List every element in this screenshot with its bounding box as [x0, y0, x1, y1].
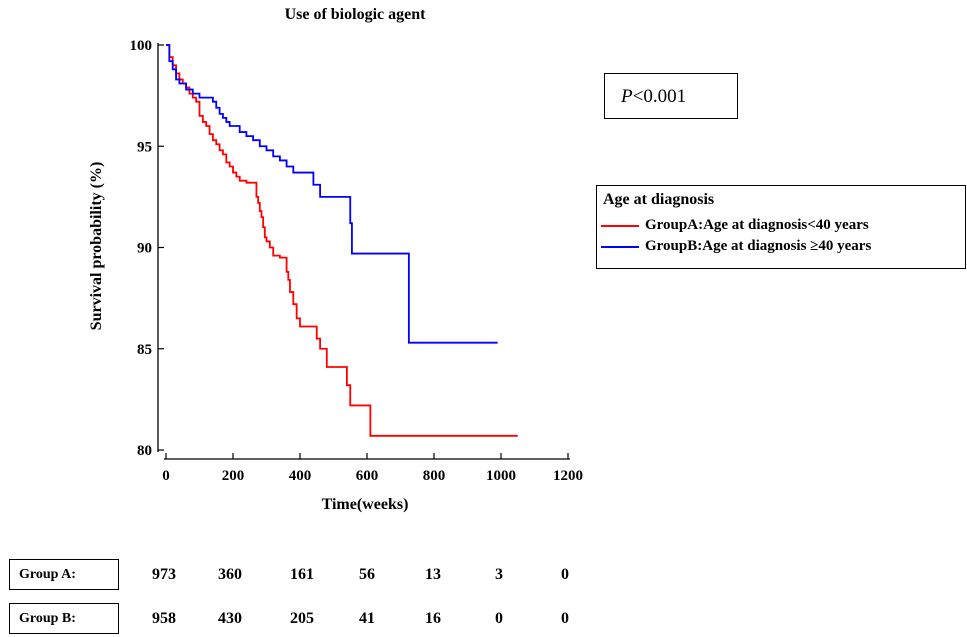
chart-title: Use of biologic agent [285, 6, 427, 23]
p-value-number: <0.001 [632, 86, 687, 107]
x-tick-label: 0 [162, 468, 170, 484]
x-tick-label: 1200 [553, 468, 583, 484]
x-tick-label: 400 [289, 468, 312, 484]
risk-count: 3 [495, 566, 503, 583]
risk-count: 56 [359, 566, 375, 583]
legend-swatch-group-a [601, 224, 639, 227]
x-tick-label: 800 [423, 468, 446, 484]
p-value-text: P<0.001 [621, 86, 686, 108]
series-line-group-a [166, 44, 518, 437]
x-axis-label: Time(weeks) [322, 496, 409, 513]
series-line-group-b [166, 44, 498, 344]
risk-count: 16 [425, 610, 441, 627]
risk-count: 973 [152, 566, 176, 583]
plot-area [166, 44, 518, 437]
risk-count: 161 [290, 566, 314, 583]
y-tick-label: 80 [137, 443, 152, 459]
legend-label-group-b: GroupB:Age at diagnosis ≥40 years [645, 238, 872, 254]
risk-count: 13 [425, 566, 441, 583]
legend: Age at diagnosis GroupA:Age at diagnosis… [596, 185, 966, 269]
legend-title: Age at diagnosis [603, 191, 715, 208]
risk-count: 360 [218, 566, 242, 583]
x-tick-label: 1000 [486, 468, 516, 484]
risk-count: 0 [561, 566, 569, 583]
p-value-box: P<0.001 [604, 73, 738, 119]
y-tick-label: 90 [137, 241, 152, 257]
legend-label-group-a: GroupA:Age at diagnosis<40 years [645, 217, 869, 233]
legend-item-group-a: GroupA:Age at diagnosis<40 years [597, 217, 869, 234]
x-tick-label: 200 [222, 468, 245, 484]
risk-label-group-a: Group A: [9, 559, 119, 590]
y-axis-label: Survival probability (%) [88, 162, 105, 331]
y-tick-label: 85 [137, 342, 152, 358]
y-tick-label: 100 [130, 38, 153, 54]
risk-count: 41 [359, 610, 375, 627]
risk-count: 0 [561, 610, 569, 627]
risk-label-group-b: Group B: [9, 603, 119, 634]
risk-count: 205 [290, 610, 314, 627]
risk-count: 430 [218, 610, 242, 627]
x-tick-label: 600 [356, 468, 379, 484]
p-value-italic: P [621, 86, 633, 107]
risk-count: 0 [495, 610, 503, 627]
legend-swatch-group-b [601, 245, 639, 248]
risk-count: 958 [152, 610, 176, 627]
y-tick-label: 95 [137, 139, 152, 155]
legend-item-group-b: GroupB:Age at diagnosis ≥40 years [597, 238, 871, 255]
